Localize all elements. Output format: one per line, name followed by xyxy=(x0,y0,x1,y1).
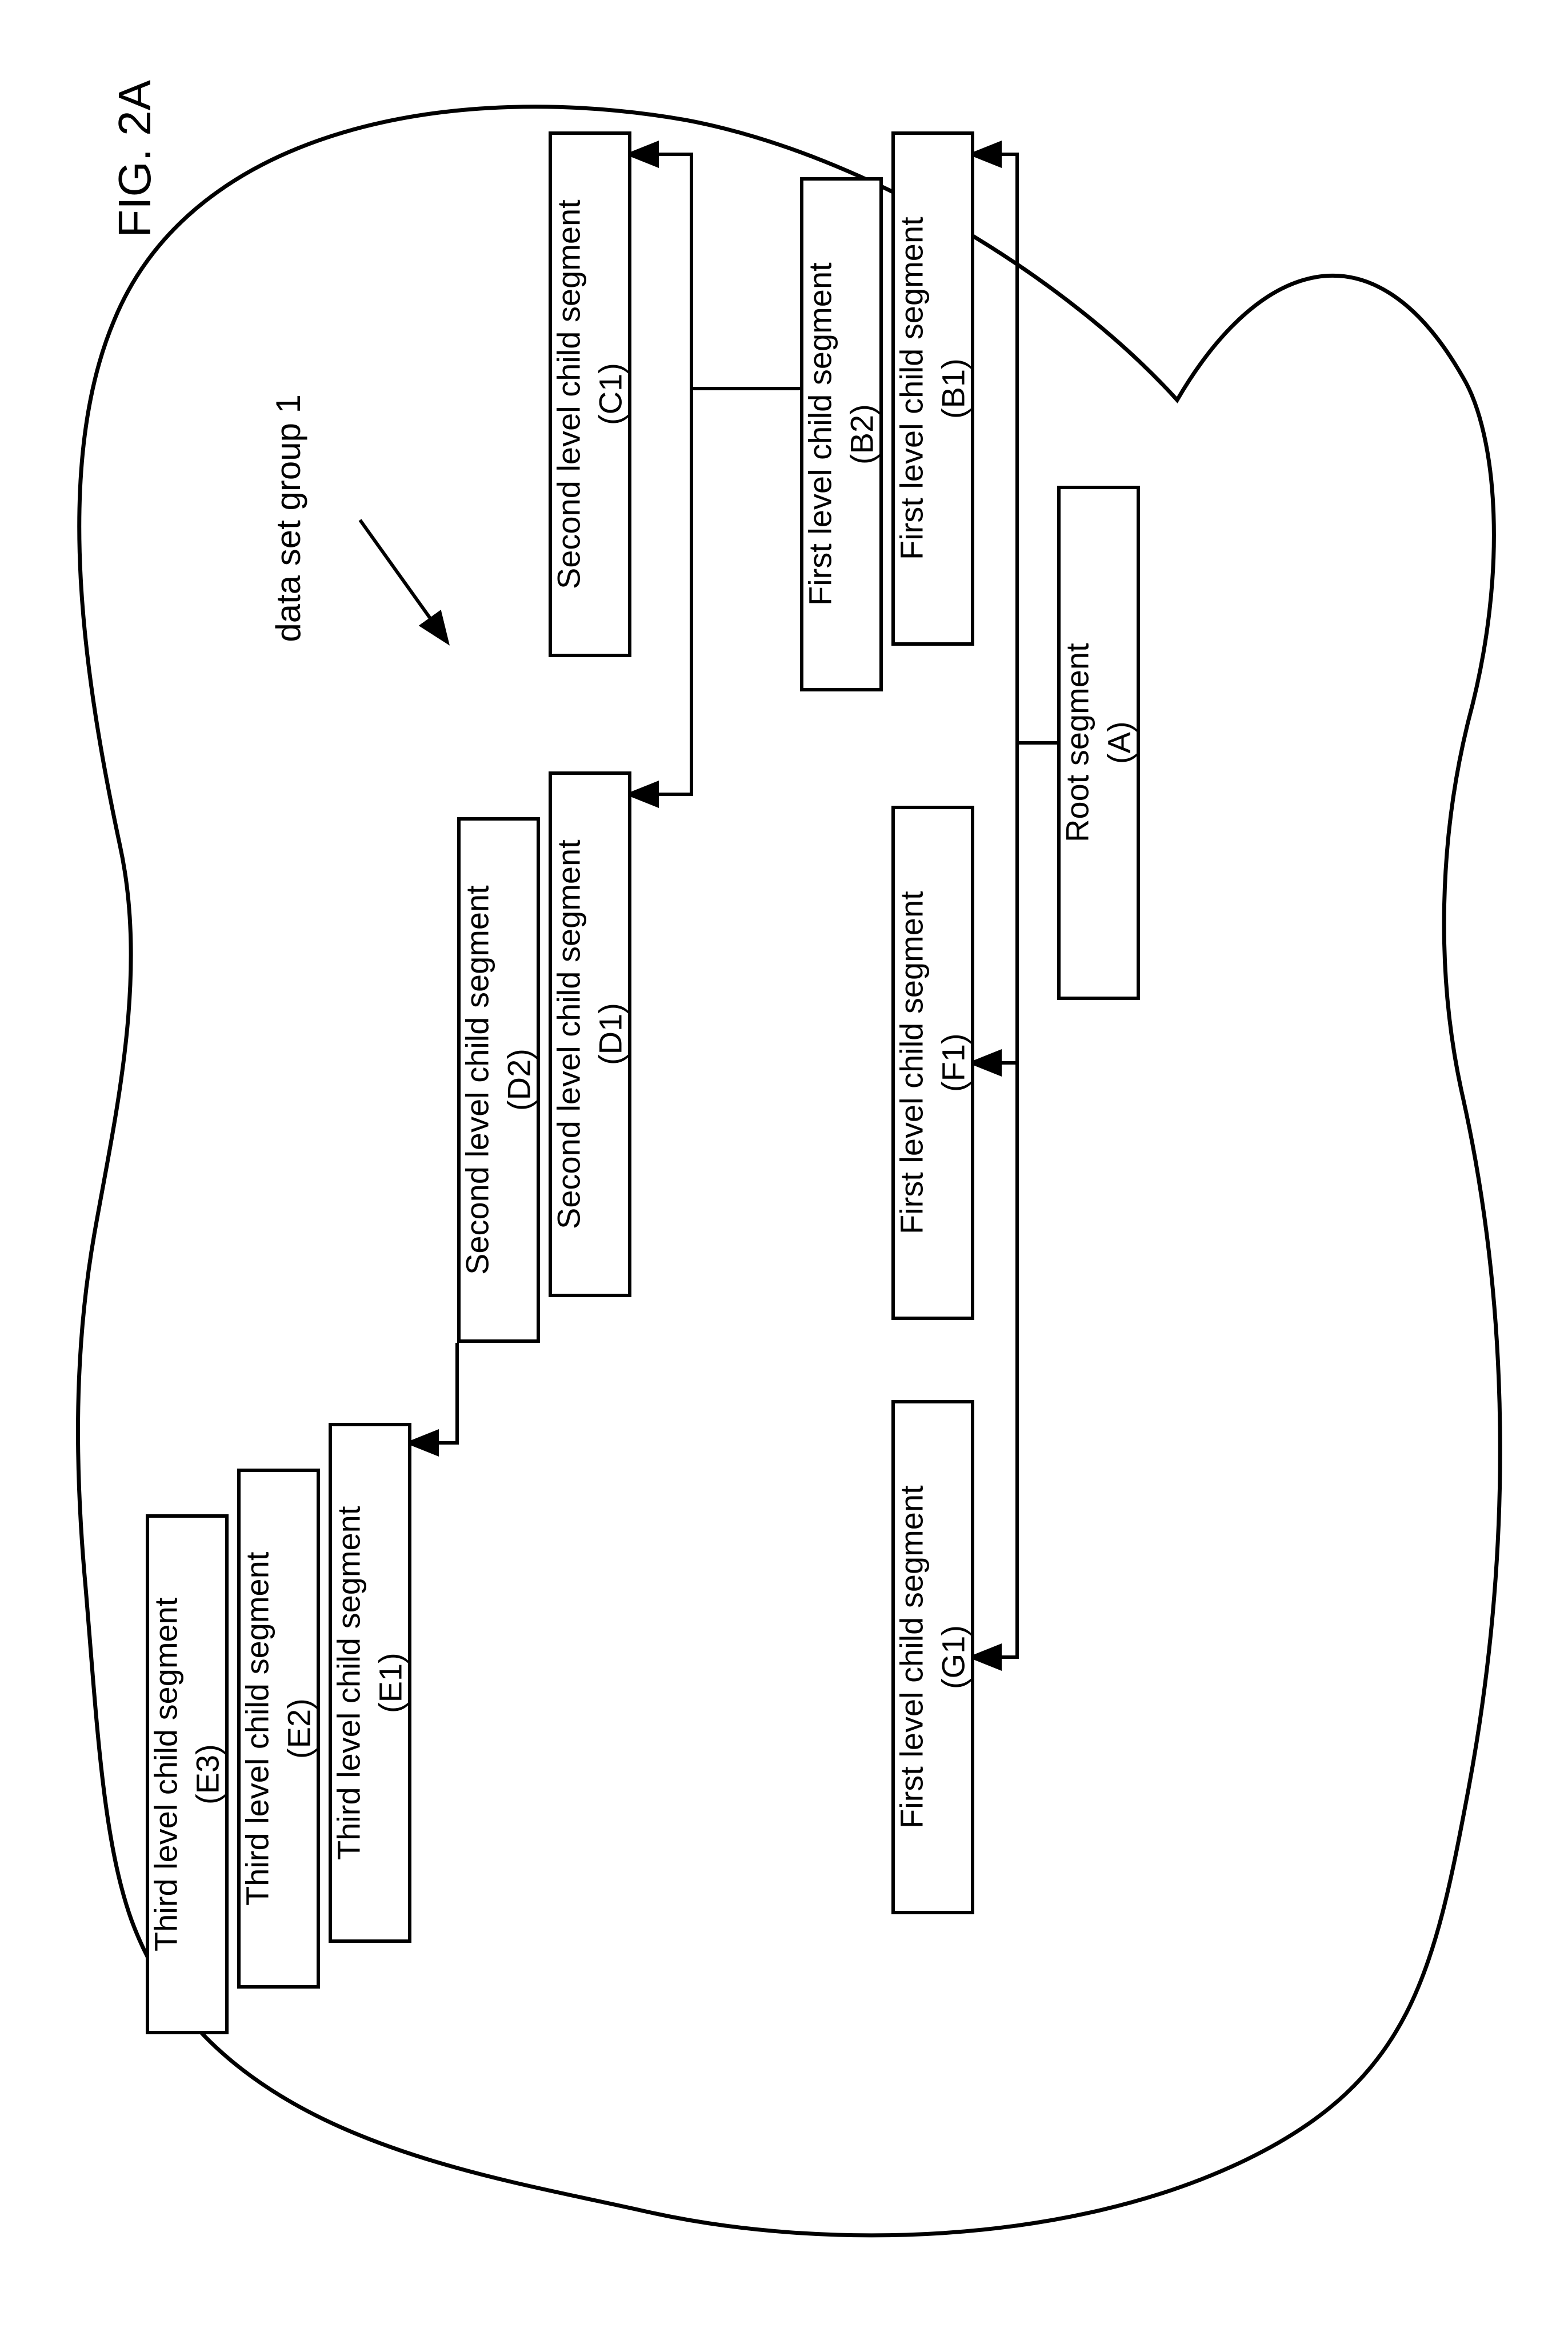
diagram-page: FIG. 2A data set group 1 Root segment(A)… xyxy=(0,0,1568,2332)
node-title: Root segment xyxy=(1057,643,1099,843)
node-code: (F1) xyxy=(933,1034,975,1093)
node-code: (G1) xyxy=(933,1625,975,1689)
node-title: Third level child segment xyxy=(237,1551,279,1905)
edge-D2-E1 xyxy=(411,1343,457,1443)
node-title: Second level child segment xyxy=(457,885,499,1275)
node-code: (E2) xyxy=(279,1698,321,1759)
node-D2: Second level child segment(D2) xyxy=(457,817,540,1343)
node-E2: Third level child segment(E2) xyxy=(237,1469,320,1989)
node-title: First level child segment xyxy=(891,217,933,561)
node-E1: Third level child segment(E1) xyxy=(329,1423,411,1943)
node-title: First level child segment xyxy=(891,1486,933,1829)
node-F1: First level child segment(F1) xyxy=(891,806,974,1320)
node-title: Third level child segment xyxy=(329,1506,370,1859)
node-title: Second level child segment xyxy=(549,839,590,1229)
edge-B1-C1 xyxy=(631,154,800,389)
data-set-label: data set group 1 xyxy=(269,394,308,642)
node-code: (D1) xyxy=(590,1003,632,1066)
node-B1: First level child segment(B1) xyxy=(891,131,974,646)
node-code: (A) xyxy=(1099,722,1141,765)
edge-A-B1 xyxy=(974,154,1057,743)
diagram-svg xyxy=(0,0,1568,2332)
edge-A-G1 xyxy=(974,743,1057,1657)
node-title: First level child segment xyxy=(891,891,933,1235)
edge-A-F1 xyxy=(974,743,1057,1063)
data-set-arrow xyxy=(360,520,446,640)
node-A: Root segment(A) xyxy=(1057,486,1140,1000)
node-B2: First level child segment(B2) xyxy=(800,177,883,691)
node-title: Second level child segment xyxy=(549,199,590,589)
node-code: (C1) xyxy=(590,363,632,426)
node-title: First level child segment xyxy=(800,263,842,606)
node-C1: Second level child segment(C1) xyxy=(549,131,631,657)
figure-label: FIG. 2A xyxy=(109,80,161,238)
node-code: (E1) xyxy=(370,1653,412,1713)
edge-B1-D1 xyxy=(631,389,800,794)
node-code: (D2) xyxy=(499,1049,541,1111)
node-code: (E3) xyxy=(187,1744,229,1805)
node-E3: Third level child segment(E3) xyxy=(146,1514,229,2034)
node-title: Third level child segment xyxy=(146,1597,187,1951)
node-code: (B1) xyxy=(933,358,975,419)
node-G1: First level child segment(G1) xyxy=(891,1400,974,1914)
node-code: (B2) xyxy=(842,404,883,465)
node-D1: Second level child segment(D1) xyxy=(549,771,631,1297)
